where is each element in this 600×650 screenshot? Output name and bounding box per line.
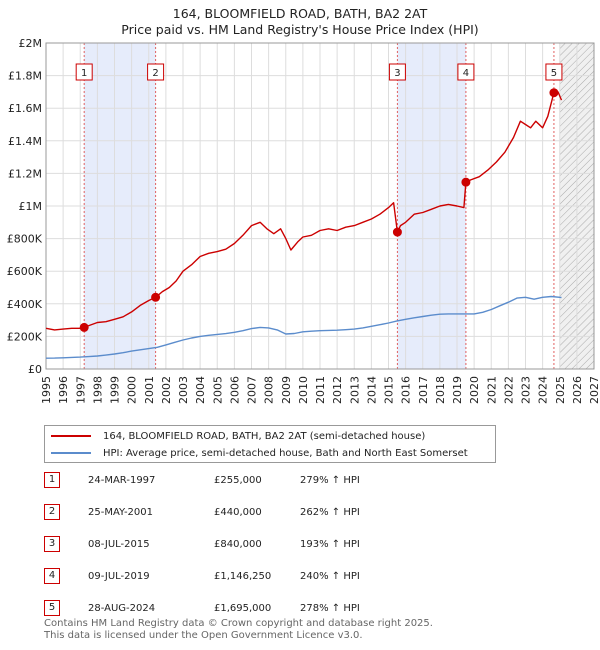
x-tick-label: 1996 — [57, 376, 70, 404]
sale-date: 09-JUL-2019 — [88, 571, 150, 582]
legend-swatch-hpi — [51, 452, 91, 454]
sale-label-box — [545, 63, 563, 81]
chart-subtitle: Price paid vs. HM Land Registry's House … — [121, 22, 479, 37]
sale-hpi-change: 278% ↑ HPI — [300, 603, 360, 614]
hpi-line — [45, 295, 562, 359]
sale-marker — [79, 322, 89, 332]
x-tick-label: 2004 — [194, 376, 207, 404]
sale-label-box — [75, 63, 93, 81]
x-tick-label: 2003 — [177, 376, 190, 404]
sale-date: 25-MAY-2001 — [88, 507, 154, 518]
sale-number-badge: 1 — [44, 472, 60, 488]
x-tick-label: 2002 — [160, 376, 173, 404]
sale-date: 08-JUL-2015 — [88, 539, 150, 550]
plot-frame — [45, 42, 595, 370]
sale-row: 5 28-AUG-2024 £1,695,000 278% ↑ HPI — [44, 600, 564, 618]
x-tick-label: 2012 — [331, 376, 344, 404]
x-tick-label: 2001 — [143, 376, 156, 404]
sale-number-badge: 2 — [44, 504, 60, 520]
sale-marker — [151, 292, 161, 302]
sale-price: £840,000 — [214, 539, 262, 550]
sale-number-badge: 4 — [44, 568, 60, 584]
x-tick-label: 2014 — [365, 376, 378, 404]
sale-label-box — [457, 63, 475, 81]
x-tick-label: 2000 — [126, 376, 139, 404]
x-tick-label: 2027 — [588, 376, 600, 404]
sale-label-box — [147, 63, 165, 81]
x-tick-label: 2024 — [537, 376, 550, 404]
sale-hpi-change: 193% ↑ HPI — [300, 539, 360, 550]
legend-label-property: 164, BLOOMFIELD ROAD, BATH, BA2 2AT (sem… — [103, 430, 426, 442]
x-tick-label: 2023 — [520, 376, 533, 404]
x-tick-label: 2016 — [400, 376, 413, 404]
sale-label-text: 5 — [551, 68, 557, 79]
y-tick-label: £1.6M — [8, 102, 42, 115]
sale-label-text: 4 — [463, 68, 469, 79]
sale-price: £440,000 — [214, 507, 262, 518]
x-tick-label: 2006 — [228, 376, 241, 404]
x-tick-label: 2020 — [468, 376, 481, 404]
legend-label-hpi: HPI: Average price, semi-detached house,… — [103, 447, 468, 459]
x-tick-label: 2017 — [417, 376, 430, 404]
sale-hpi-change: 240% ↑ HPI — [300, 571, 360, 582]
x-tick-label: 2011 — [314, 376, 327, 404]
x-tick-label: 2010 — [297, 376, 310, 404]
sale-row: 4 09-JUL-2019 £1,146,250 240% ↑ HPI — [44, 568, 564, 586]
sale-price: £1,695,000 — [214, 603, 272, 614]
property-price-line — [45, 91, 563, 331]
sale-row: 1 24-MAR-1997 £255,000 279% ↑ HPI — [44, 472, 564, 490]
x-tick-label: 2015 — [383, 376, 396, 404]
sale-label-text: 3 — [394, 68, 400, 79]
x-tick-label: 1999 — [109, 376, 122, 404]
price-chart: 1 2 3 4 5 £0 £200K £400K £600K £800K £1M £1.2M £1.4M… — [7, 37, 600, 404]
sale-number-badge: 3 — [44, 536, 60, 552]
sale-label-text: 1 — [81, 68, 87, 79]
footer-licence: This data is licensed under the Open Gov… — [44, 630, 363, 641]
x-tick-label: 1997 — [74, 376, 87, 404]
sale-label-text: 2 — [152, 68, 158, 79]
y-tick-label: £600K — [7, 265, 43, 278]
x-tick-label: 2009 — [280, 376, 293, 404]
x-tick-label: 2026 — [571, 376, 584, 404]
sale-marker — [461, 177, 471, 187]
x-tick-label: 2018 — [434, 376, 447, 404]
y-tick-label: £400K — [7, 298, 43, 311]
y-tick-label: £200K — [7, 330, 43, 343]
legend-item-hpi: HPI: Average price, semi-detached house,… — [51, 445, 468, 461]
legend-swatch-property — [51, 435, 91, 437]
sale-number-badge: 5 — [44, 600, 60, 616]
legend-item-property: 164, BLOOMFIELD ROAD, BATH, BA2 2AT (sem… — [51, 428, 425, 444]
x-tick-label: 2007 — [246, 376, 259, 404]
y-tick-label: £0 — [28, 363, 42, 376]
sale-price: £255,000 — [214, 475, 262, 486]
y-tick-label: £1.8M — [8, 70, 42, 83]
chart-title: 164, BLOOMFIELD ROAD, BATH, BA2 2AT — [172, 6, 428, 21]
x-tick-label: 1998 — [91, 376, 104, 404]
x-tick-label: 2025 — [554, 376, 567, 404]
y-tick-label: £1M — [19, 200, 43, 213]
y-tick-label: £800K — [7, 233, 43, 246]
sale-hpi-change: 262% ↑ HPI — [300, 507, 360, 518]
sale-label-box — [388, 63, 406, 81]
sale-date: 28-AUG-2024 — [88, 603, 156, 614]
x-tick-label: 2022 — [502, 376, 515, 404]
footer-copyright: Contains HM Land Registry data © Crown c… — [44, 618, 433, 629]
sale-date: 24-MAR-1997 — [88, 475, 156, 486]
x-tick-label: 2021 — [485, 376, 498, 404]
x-tick-label: 2013 — [348, 376, 361, 404]
sale-price: £1,146,250 — [214, 571, 272, 582]
x-tick-label: 2019 — [451, 376, 464, 404]
sale-row: 3 08-JUL-2015 £840,000 193% ↑ HPI — [44, 536, 564, 554]
sale-marker — [392, 227, 402, 237]
y-tick-label: £1.4M — [8, 135, 42, 148]
chart-legend: 164, BLOOMFIELD ROAD, BATH, BA2 2AT (sem… — [44, 425, 496, 463]
y-tick-label: £2M — [19, 37, 43, 50]
x-tick-label: 2008 — [263, 376, 276, 404]
sale-marker — [549, 88, 559, 98]
x-tick-label: 1995 — [40, 376, 53, 404]
y-tick-label: £1.2M — [8, 167, 42, 180]
x-tick-label: 2005 — [211, 376, 224, 404]
sale-row: 2 25-MAY-2001 £440,000 262% ↑ HPI — [44, 504, 564, 522]
sale-hpi-change: 279% ↑ HPI — [300, 475, 360, 486]
